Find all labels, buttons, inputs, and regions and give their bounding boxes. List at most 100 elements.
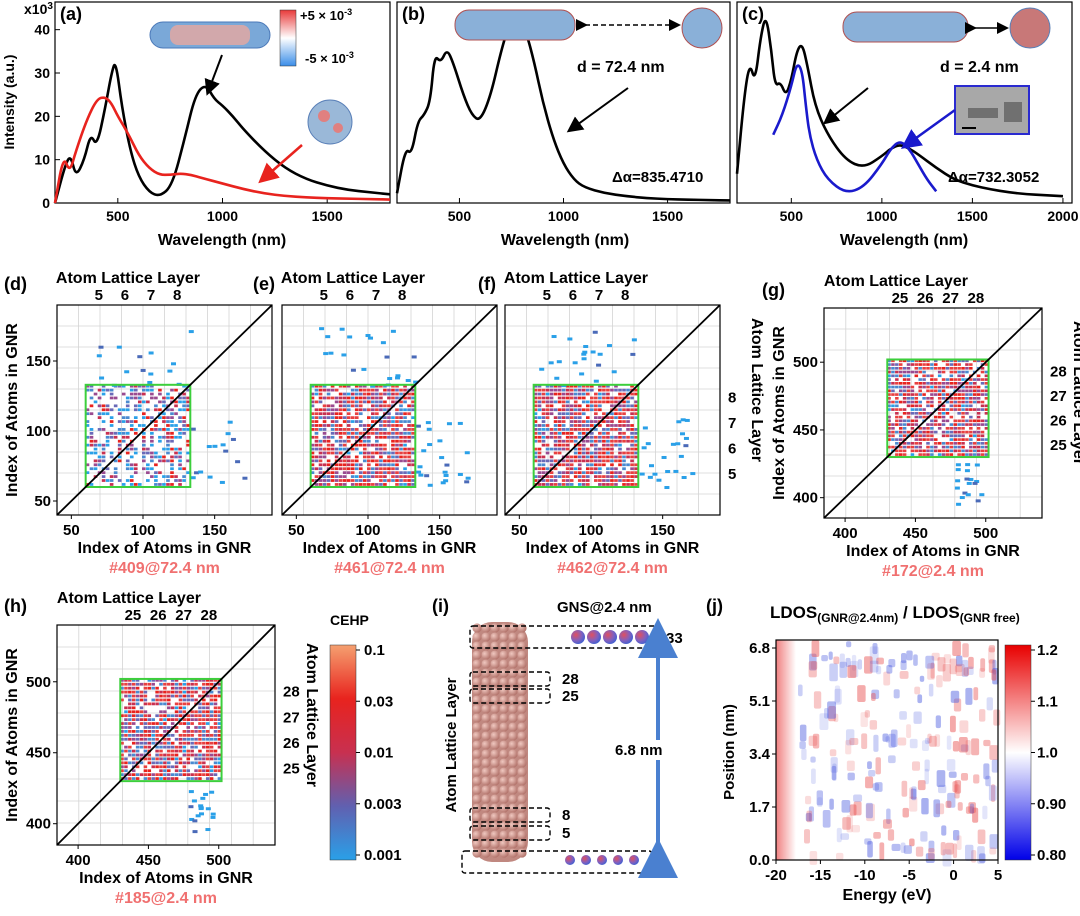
heatmap-cell [170, 435, 174, 439]
heatmap-cell [953, 408, 958, 411]
heatmap-cell [610, 467, 614, 471]
heatmap-cell [367, 416, 371, 419]
heatmap-cell [405, 379, 411, 383]
heatmap-cell [139, 706, 144, 710]
rod-atom [472, 722, 482, 732]
heatmap-cell [561, 400, 566, 404]
heatmap-cell [953, 366, 958, 370]
heatmap-cell [143, 714, 148, 718]
heatmap-cell [594, 435, 598, 439]
heatmap-cell [174, 455, 178, 459]
rod-atom [481, 731, 491, 741]
ldos-cell [805, 795, 812, 805]
heatmap-cell [675, 442, 681, 446]
heatmap-cell [318, 392, 323, 396]
heatmap-cell [383, 404, 387, 408]
heatmap-cell [318, 455, 323, 459]
heatmap-cell [545, 392, 550, 396]
panel-j-label: (j) [706, 596, 723, 616]
heatmap-cell [581, 384, 586, 388]
panel-j-title-main: LDOS [770, 603, 817, 622]
heatmap-cell [941, 449, 946, 453]
heatmap-cell [922, 359, 926, 363]
heatmap-cell [549, 404, 554, 408]
heatmap-cell [137, 404, 142, 408]
heatmap-cell [334, 483, 339, 486]
heatmap-cell [147, 730, 152, 733]
heatmap-cell [914, 359, 919, 363]
heatmap-cell [202, 710, 206, 714]
heatmap-cell [980, 430, 985, 434]
heatmap-cell [326, 439, 331, 443]
heatmap-cell [961, 389, 965, 393]
heatmap-cell [407, 451, 411, 455]
panel-f-label: (f) [478, 274, 496, 294]
heatmap-cell [549, 388, 554, 392]
heatmap-cell [154, 424, 158, 427]
diagonal-line [823, 307, 1043, 519]
cb-tick-label: 0.90 [1037, 796, 1066, 813]
rod-atom [481, 704, 491, 714]
heatmap-cell [965, 393, 969, 396]
heatmap-cell [383, 435, 387, 439]
heatmap-cell [342, 428, 347, 431]
heatmap-cell [630, 471, 634, 475]
cehp-tick-label: 0.03 [364, 693, 393, 710]
heatmap-cell [139, 690, 144, 694]
heatmap-cell [135, 710, 140, 714]
rod-atom [508, 812, 518, 822]
heatmap-cell [537, 408, 542, 412]
heatmap-cell [202, 757, 206, 761]
heatmap-cell [147, 702, 152, 706]
heatmap-cell [367, 431, 371, 435]
heatmap-cell [887, 434, 891, 438]
heatmap-title: Atom Lattice Layer [281, 270, 425, 287]
heatmap-cell [362, 479, 367, 482]
heatmap-cell [984, 423, 989, 426]
heatmap-cell [346, 400, 351, 404]
heatmap-cell [147, 741, 152, 745]
heatmap-cell [125, 400, 130, 404]
heatmap-cell [170, 722, 175, 725]
heatmap-cell [186, 741, 191, 745]
heatmap-cell [346, 420, 351, 423]
heatmap-cell [918, 363, 922, 366]
heatmap-cell [557, 408, 562, 412]
heatmap-cell [910, 434, 915, 438]
heatmap-cell [565, 435, 570, 439]
heatmap-cell [537, 471, 542, 475]
heatmap-cell [166, 459, 170, 463]
heatmap-cell [949, 359, 954, 363]
heatmap-cell [117, 412, 122, 416]
heatmap-cell [322, 439, 327, 443]
heatmap-cell [407, 463, 411, 467]
heatmap-cell [565, 428, 570, 431]
ldos-background [776, 640, 998, 860]
heatmap-cell [590, 420, 594, 423]
heatmap-cell [209, 769, 214, 773]
y-tick-label: 400 [793, 490, 818, 507]
heatmap-cell [129, 455, 134, 459]
rod-atom [499, 758, 509, 768]
heatmap-cell [957, 408, 961, 411]
heatmap-cell [891, 393, 895, 396]
heatmap-cell [590, 384, 594, 388]
heatmap-cell [622, 392, 626, 396]
heatmap-cell [407, 420, 411, 423]
heatmap-cell [895, 453, 899, 456]
rod-atom [481, 641, 491, 651]
x-tick-label: 1500 [957, 208, 988, 224]
heatmap-cell [209, 714, 214, 718]
ldos-cell [812, 733, 820, 749]
heatmap-cell [342, 392, 347, 396]
heatmap-cell [341, 353, 347, 357]
ldos-cell [909, 796, 918, 812]
ldos-cell [902, 807, 909, 818]
heatmap-cell [362, 400, 367, 404]
heatmap-cell [166, 396, 170, 400]
heatmap-cell [209, 710, 214, 714]
heatmap-cell [89, 404, 94, 408]
layer-tick-label: 6 [121, 287, 129, 304]
heatmap-cell [573, 388, 578, 392]
heatmap-cell [310, 435, 315, 439]
